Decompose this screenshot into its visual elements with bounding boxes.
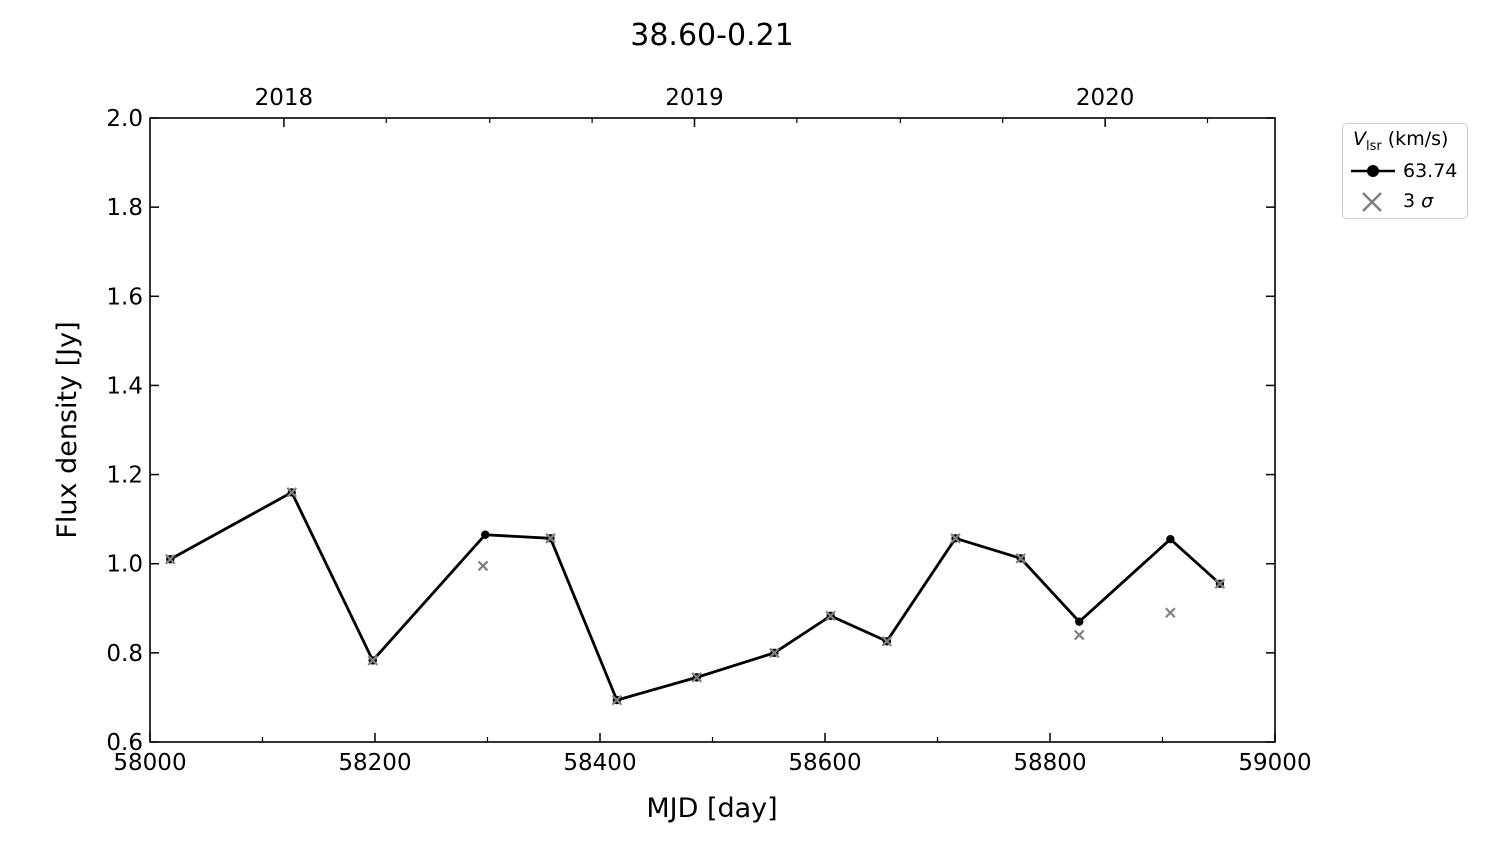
sigma-marker [477,560,489,572]
legend-title: Vlsr (km/s) [1353,128,1449,154]
x-tick-label: 58600 [788,750,861,776]
sigma-marker [545,533,556,544]
sigma-marker [286,487,298,498]
x-marker-icon [1362,192,1382,212]
series-point [1166,535,1175,544]
plot-frame [149,117,1276,743]
sigma-marker [769,647,780,659]
legend-entry-series: 63.74 [1349,158,1465,184]
sigma-marker [1214,578,1226,590]
series-point [481,530,490,539]
sigma-marker [950,533,961,544]
legend-label-sigma: 3 σ [1403,190,1434,212]
y-tick-label: 1.6 [106,284,143,310]
series-line [169,490,1221,702]
sigma-marker [164,553,176,565]
x-tick-label: 58200 [338,750,411,776]
y-tick-label: 1.4 [106,373,143,399]
y-tick-label: 1.8 [106,195,143,221]
y-tick-label: 0.6 [106,730,143,756]
sigma-marker [367,655,379,666]
x-tick-label: 58000 [113,750,186,776]
series-point [1075,617,1084,626]
sigma-marker [881,635,893,647]
y-tick-label: 2.0 [106,106,143,132]
top-tick-label: 2020 [1076,85,1135,111]
line-circle-marker-icon [1351,165,1395,177]
y-axis-label: Flux density [Jy] [52,321,83,538]
sigma-marker [1165,607,1176,619]
chart-title: 38.60-0.21 [630,18,794,53]
top-tick-label: 2019 [665,85,724,111]
y-tick-label: 1.0 [106,552,143,578]
y-tick-label: 0.8 [106,641,143,667]
x-tick-label: 59000 [1238,750,1311,776]
sigma-marker [611,694,623,706]
sigma-marker [1073,629,1085,641]
y-tick-label: 1.2 [106,463,143,489]
x-tick-label: 58400 [563,750,636,776]
plot-area: 58000 58200 58400 58600 58800 59000 2018 2019 20… [106,85,1311,776]
sigma-marker [825,610,836,622]
top-tick-label: 2018 [255,85,314,111]
sigma-marker [1015,553,1027,564]
legend: Vlsr (km/s) 63.74 3 σ [1342,123,1468,219]
x-tick-label: 58800 [1013,750,1086,776]
legend-entry-sigma: 3 σ [1349,188,1465,214]
sigma-marker [691,672,703,683]
legend-label-series: 63.74 [1403,160,1458,182]
x-axis-label: MJD [day] [646,793,777,824]
